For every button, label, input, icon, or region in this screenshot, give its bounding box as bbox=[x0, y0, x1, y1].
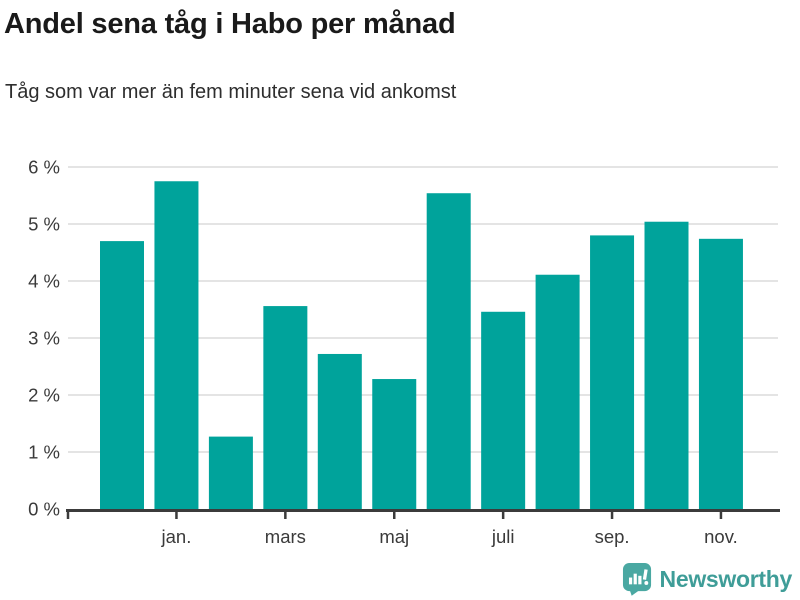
newsworthy-logo-icon bbox=[622, 563, 651, 596]
x-axis-tick bbox=[393, 512, 396, 519]
chart-title: Andel sena tåg i Habo per månad bbox=[4, 8, 456, 40]
y-axis-label: 3 % bbox=[28, 328, 60, 349]
y-axis-label: 2 % bbox=[28, 385, 60, 406]
y-axis-label: 1 % bbox=[28, 442, 60, 463]
y-axis-label: 6 % bbox=[28, 157, 60, 178]
bar-9 bbox=[535, 274, 580, 509]
newsworthy-logo: Newsworthy bbox=[622, 562, 792, 596]
x-axis-label: maj bbox=[379, 526, 409, 547]
x-axis-tick bbox=[610, 512, 614, 519]
bar-5 bbox=[317, 353, 362, 509]
x-axis-label: nov. bbox=[704, 526, 738, 547]
x-axis-tick bbox=[719, 512, 723, 519]
x-axis-label: mars bbox=[265, 526, 306, 547]
bar-6 bbox=[372, 379, 417, 509]
x-axis-line bbox=[66, 509, 780, 512]
bar-10 bbox=[590, 235, 635, 509]
x-axis-label: juli bbox=[491, 526, 515, 547]
bar-1 bbox=[100, 241, 144, 509]
bar-4 bbox=[263, 306, 308, 509]
bar-12 bbox=[698, 238, 743, 509]
bar-11 bbox=[644, 221, 689, 509]
x-axis-tick bbox=[66, 512, 70, 519]
y-axis-label: 4 % bbox=[28, 271, 60, 292]
x-axis-label: sep. bbox=[595, 526, 630, 547]
bar-3 bbox=[208, 436, 253, 509]
bar-7 bbox=[426, 193, 471, 509]
x-axis-tick bbox=[175, 512, 178, 519]
bar-8 bbox=[481, 311, 526, 509]
bar-2 bbox=[154, 181, 199, 509]
x-axis-label: jan. bbox=[161, 526, 192, 547]
newsworthy-logo-text: Newsworthy bbox=[659, 565, 793, 592]
y-axis-label: 5 % bbox=[28, 214, 60, 235]
x-axis-tick bbox=[284, 512, 287, 519]
x-axis-tick bbox=[501, 512, 505, 519]
chart-subtitle: Tåg som var mer än fem minuter sena vid … bbox=[5, 81, 457, 103]
y-axis-label: 0 % bbox=[28, 499, 60, 520]
